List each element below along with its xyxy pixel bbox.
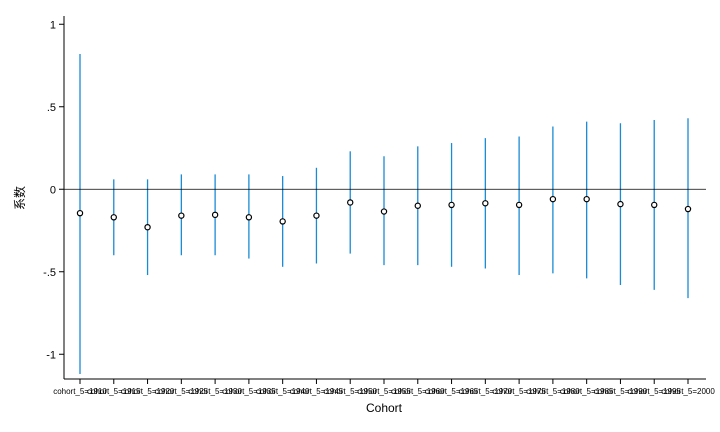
point-estimate <box>684 205 692 213</box>
x-tick-label: cohort_5=1930 <box>188 387 242 396</box>
x-tick-label: cohort_5=1970 <box>459 387 513 396</box>
y-tick-label: -1 <box>46 349 56 361</box>
x-tick-label: cohort_5=1920 <box>121 387 175 396</box>
x-tick-label: cohort_5=1935 <box>222 387 276 396</box>
point-estimate <box>515 201 523 209</box>
x-tick-label: cohort_5=1955 <box>357 387 411 396</box>
x-tick-label: cohort_5=1940 <box>256 387 310 396</box>
x-tick-label: cohort_5=1915 <box>87 387 141 396</box>
point-estimate <box>549 195 557 203</box>
point-estimate <box>448 201 455 209</box>
y-tick-label: 0 <box>50 184 56 196</box>
y-axis-ticks: 1 .5 0 -.5 -1 <box>43 19 64 361</box>
x-tick-label: cohort_5=1975 <box>492 387 546 396</box>
point-estimate <box>76 209 84 217</box>
point-estimate <box>110 214 117 221</box>
point-estimate <box>279 218 286 225</box>
x-tick-label: cohort_5=1925 <box>155 387 209 396</box>
point-estimate <box>617 200 624 208</box>
x-tick-label: cohort_5=1965 <box>425 387 479 396</box>
x-axis-title: Cohort <box>366 401 403 415</box>
x-tick-label: cohort_5=1985 <box>560 387 614 396</box>
point-estimate <box>347 199 354 206</box>
point-estimate <box>144 223 151 231</box>
point-estimate <box>583 195 590 203</box>
x-tick-label: cohort_5=1995 <box>627 387 681 396</box>
point-estimate <box>245 214 253 221</box>
y-tick-label: .5 <box>47 102 56 114</box>
x-tick-label: cohort_5=1910 <box>53 387 107 396</box>
x-tick-label: cohort_5=1980 <box>526 387 580 396</box>
point-estimate <box>313 212 320 219</box>
point-estimate <box>414 202 421 209</box>
y-tick-label: 1 <box>50 19 56 31</box>
y-tick-label: -.5 <box>43 267 56 279</box>
y-axis-title: 系数 <box>12 186 27 210</box>
point-estimate <box>211 211 219 219</box>
x-tick-label: cohort_5=2000 <box>661 387 715 396</box>
point-estimate <box>651 201 658 209</box>
x-axis-ticks: cohort_5=1910cohort_5=1915cohort_5=1920c… <box>53 379 715 396</box>
x-tick-label: cohort_5=1945 <box>290 387 344 396</box>
point-estimate <box>380 208 388 215</box>
x-tick-label: cohort_5=1990 <box>594 387 648 396</box>
point-estimate <box>178 212 185 219</box>
x-tick-label: cohort_5=1950 <box>323 387 377 396</box>
x-tick-label: cohort_5=1960 <box>391 387 445 396</box>
point-estimates <box>76 195 692 231</box>
point-estimate <box>482 200 489 207</box>
